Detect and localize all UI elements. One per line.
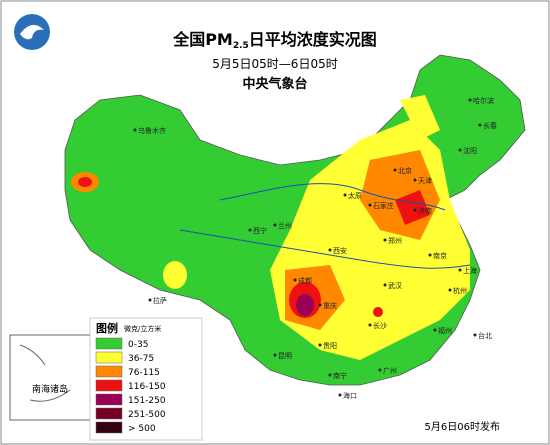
city-dot: [368, 203, 372, 207]
city-label: 西宁: [253, 226, 267, 235]
city-label: 成都: [298, 276, 312, 285]
legend: 图例 微克/立方米 0-35 36-75 76-115 116-150 151-250 25…: [89, 317, 203, 441]
legend-swatch: [95, 407, 123, 420]
city-label: 台北: [478, 331, 492, 340]
footer: 5月6日06时发布: [425, 420, 500, 433]
legend-unit: 微克/立方米: [124, 324, 161, 333]
city-dot: [413, 208, 417, 212]
city-label: 长春: [483, 121, 497, 130]
city-dot: [133, 128, 137, 132]
legend-swatch: [95, 351, 123, 364]
city-label: 昆明: [278, 352, 292, 360]
city-dot: [468, 98, 472, 102]
city-dot: [383, 283, 387, 287]
city-dot: [328, 373, 332, 377]
logo: [14, 14, 50, 50]
legend-label: 251-500: [128, 410, 166, 420]
city-label: 广州: [383, 366, 397, 375]
city-dot: [458, 268, 462, 272]
city-label: 济南: [418, 206, 432, 215]
legend-label: > 500: [128, 424, 156, 434]
city-dot: [458, 148, 462, 152]
city-label: 南京: [433, 251, 447, 260]
city-dot: [318, 343, 322, 347]
legend-swatch: [95, 365, 123, 378]
issuer: 中央气象台: [242, 76, 307, 92]
city-dot: [248, 228, 252, 232]
inset: 南海诸岛: [9, 334, 91, 421]
city-dot: [383, 238, 387, 242]
legend-title: 图例: [96, 321, 118, 335]
city-label: 西安: [333, 246, 347, 255]
city-label: 石家庄: [373, 201, 394, 210]
city-dot: [473, 333, 477, 337]
city-label: 上海: [463, 266, 477, 275]
city-label: 贵阳: [323, 341, 337, 350]
legend-swatch: [95, 379, 123, 392]
city-label: 哈尔滨: [473, 96, 494, 105]
city-label: 武汉: [388, 281, 402, 290]
city-dot: [343, 193, 347, 197]
title: 全国PM2.5日平均浓度实况图: [172, 30, 377, 51]
city-dot: [433, 328, 437, 332]
city-label: 南宁: [333, 371, 347, 380]
city-label: 海口: [343, 391, 357, 400]
inset-label: 南海诸岛: [32, 383, 68, 395]
city-label: 乌鲁木齐: [138, 126, 166, 135]
city-dot: [448, 288, 452, 292]
legend-label: 0-35: [128, 340, 148, 350]
legend-label: 151-250: [128, 396, 166, 406]
city-label: 天津: [418, 177, 432, 185]
city-dot: [148, 298, 152, 302]
city-dot: [378, 368, 382, 372]
city-dot: [273, 353, 277, 357]
city-label: 兰州: [278, 221, 292, 230]
legend-label: 76-115: [128, 368, 160, 378]
city-dot: [428, 253, 432, 257]
city-label: 福州: [438, 326, 452, 335]
city-label: 太原: [348, 191, 362, 200]
subtitle: 5月5日05时—6日05时: [212, 57, 337, 71]
legend-swatch: [95, 421, 123, 434]
city-dot: [293, 278, 297, 282]
legend-swatch: [95, 337, 123, 350]
map: [64, 54, 526, 386]
city-dot: [338, 393, 342, 397]
city-dot: [478, 123, 482, 127]
city-dot: [318, 303, 322, 307]
city-label: 郑州: [388, 237, 402, 245]
city-label: 杭州: [453, 286, 467, 295]
city-label: 重庆: [323, 301, 337, 310]
city-dot: [273, 223, 277, 227]
legend-swatch: [95, 393, 123, 406]
city-dot: [393, 168, 397, 172]
city-dot: [328, 248, 332, 252]
city-label: 长沙: [373, 321, 387, 330]
city-label: 拉萨: [153, 296, 167, 305]
legend-label: 36-75: [128, 354, 154, 364]
city-label: 北京: [398, 166, 412, 175]
legend-label: 116-150: [128, 382, 166, 392]
city-label: 沈阳: [463, 146, 477, 155]
city-dot: [368, 323, 372, 327]
city-dot: [413, 178, 417, 182]
